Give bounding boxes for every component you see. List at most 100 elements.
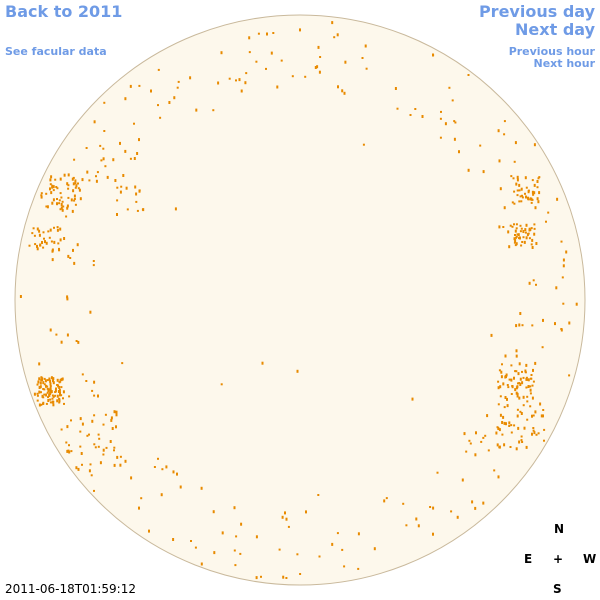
facula xyxy=(509,446,512,448)
facula xyxy=(49,388,52,391)
facula xyxy=(432,532,434,536)
facula xyxy=(493,469,496,472)
facula xyxy=(521,194,523,197)
facula xyxy=(337,85,339,89)
facula xyxy=(409,114,412,116)
facula xyxy=(212,109,215,112)
facula xyxy=(213,551,216,555)
facula xyxy=(93,414,96,417)
facula xyxy=(534,206,537,210)
facula xyxy=(81,463,83,466)
facula xyxy=(79,430,82,433)
facula xyxy=(521,370,523,373)
facula xyxy=(240,89,243,93)
facula xyxy=(67,173,70,177)
facula xyxy=(72,248,74,252)
facula xyxy=(31,232,34,235)
facula xyxy=(113,446,116,449)
facula xyxy=(528,281,531,285)
facula xyxy=(531,396,534,400)
facula xyxy=(68,450,71,454)
facula xyxy=(42,231,45,234)
facula xyxy=(157,457,159,460)
facula xyxy=(99,461,102,465)
next-day-link[interactable]: Next day xyxy=(515,20,595,39)
facula xyxy=(533,232,536,236)
facula xyxy=(59,391,61,395)
facula xyxy=(97,433,100,436)
facula xyxy=(515,386,518,390)
facula xyxy=(524,231,527,234)
prev-day-link[interactable]: Previous day xyxy=(478,2,595,21)
facula xyxy=(52,381,55,385)
facula xyxy=(77,340,80,344)
facula xyxy=(40,195,43,199)
facula xyxy=(554,322,556,326)
facula xyxy=(119,455,122,458)
facula xyxy=(513,223,515,226)
facula xyxy=(467,168,470,172)
facula xyxy=(136,152,139,155)
facula xyxy=(531,238,534,242)
facula xyxy=(116,199,119,202)
facula xyxy=(72,189,75,193)
facula xyxy=(511,201,514,204)
back-link[interactable]: Back to 2011 xyxy=(5,2,123,21)
facula xyxy=(61,208,64,212)
facula xyxy=(221,531,224,535)
facula xyxy=(526,418,529,421)
facula xyxy=(498,225,501,229)
facula xyxy=(55,333,58,336)
facula xyxy=(57,384,60,388)
facula xyxy=(46,385,49,388)
prev-hour-link[interactable]: Previous hour xyxy=(508,45,595,58)
facular-link[interactable]: See facular data xyxy=(5,45,107,58)
facula xyxy=(521,196,524,199)
facula xyxy=(33,234,36,237)
facula xyxy=(537,200,540,204)
facula xyxy=(519,383,522,386)
facula xyxy=(45,205,48,208)
facula xyxy=(535,283,537,286)
facula xyxy=(135,192,138,196)
facula xyxy=(53,240,56,244)
facula xyxy=(58,199,61,202)
facula xyxy=(525,195,527,199)
facula xyxy=(503,133,506,136)
facula xyxy=(49,401,52,404)
facula xyxy=(55,186,58,188)
facula xyxy=(77,467,80,471)
facula xyxy=(45,402,48,405)
facula xyxy=(285,577,288,579)
facula xyxy=(463,432,466,436)
facula xyxy=(73,199,76,202)
next-hour-link[interactable]: Next hour xyxy=(533,57,596,70)
facula xyxy=(200,562,203,566)
facula xyxy=(129,157,132,160)
facula xyxy=(177,80,180,83)
facula xyxy=(47,396,49,399)
facula xyxy=(508,425,511,427)
facula xyxy=(525,223,528,227)
facula xyxy=(58,397,61,400)
facula xyxy=(521,381,524,385)
facula xyxy=(417,524,420,528)
facula xyxy=(176,86,179,89)
facula xyxy=(518,183,521,187)
facula xyxy=(518,382,521,384)
facula xyxy=(110,416,113,420)
facula xyxy=(524,228,527,232)
facula xyxy=(97,445,100,448)
facula xyxy=(282,575,285,579)
facula xyxy=(73,194,76,198)
facula xyxy=(561,276,564,279)
facula xyxy=(525,236,528,240)
facula xyxy=(518,200,521,203)
facula xyxy=(103,101,106,104)
facula xyxy=(542,318,544,322)
facula xyxy=(51,394,54,397)
facula xyxy=(255,60,258,63)
facula xyxy=(172,470,175,474)
facula xyxy=(331,21,334,25)
facula xyxy=(501,363,503,366)
